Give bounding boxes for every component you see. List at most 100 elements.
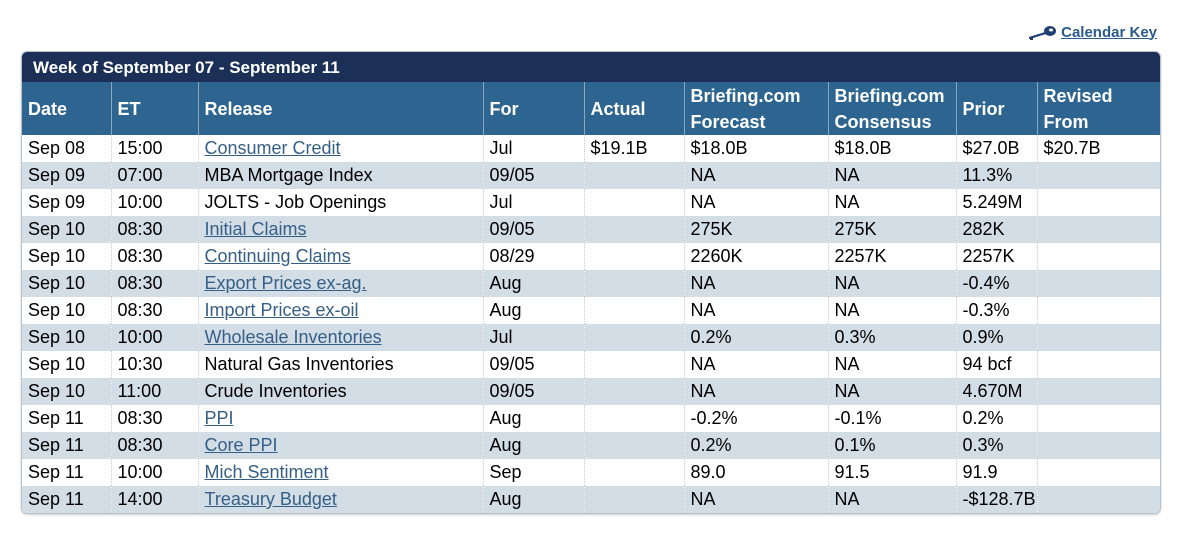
cell-et: 07:00 (111, 162, 199, 189)
cell-forecast: $18.0B (684, 135, 829, 162)
table-row: Sep 10 08:30 Continuing Claims 08/29 2260K 22… (22, 243, 1160, 270)
cell-consensus: NA (828, 297, 957, 324)
cell-actual (584, 162, 685, 189)
cell-actual: $19.1B (584, 135, 685, 162)
cell-actual (584, 243, 685, 270)
release-link[interactable]: Mich Sentiment (204, 462, 329, 482)
table-row: Sep 10 11:00 Crude Inventories 09/05 NA NA 4.6… (22, 378, 1160, 405)
calendar-key-link[interactable]: Calendar Key (1061, 23, 1157, 41)
cell-prior: -0.4% (956, 270, 1038, 297)
release-link[interactable]: Import Prices ex-oil (204, 300, 359, 320)
cell-et: 08:30 (111, 270, 199, 297)
cell-actual (584, 486, 685, 513)
cell-forecast: NA (684, 189, 829, 216)
cell-forecast: NA (684, 162, 829, 189)
cell-date: Sep 11 (22, 486, 112, 513)
cell-release: PPI (198, 405, 484, 432)
cell-consensus: 0.1% (828, 432, 957, 459)
cell-consensus: NA (828, 378, 957, 405)
release-link[interactable]: PPI (204, 408, 234, 428)
cell-revised (1037, 405, 1160, 432)
cell-release: Crude Inventories (198, 378, 484, 405)
cell-for: 08/29 (483, 243, 585, 270)
week-title: Week of September 07 - September 11 (22, 52, 1160, 82)
table-row: Sep 08 15:00 Consumer Credit Jul $19.1B $18.0… (22, 135, 1160, 162)
cell-revised (1037, 432, 1160, 459)
cell-release: Continuing Claims (198, 243, 484, 270)
cell-prior: 11.3% (956, 162, 1038, 189)
cell-for: 09/05 (483, 351, 585, 378)
release-link[interactable]: Initial Claims (204, 219, 307, 239)
release-link[interactable]: Export Prices ex-ag. (204, 273, 367, 293)
release-link[interactable]: Core PPI (204, 435, 278, 455)
cell-release: Initial Claims (198, 216, 484, 243)
table-row: Sep 11 08:30 PPI Aug -0.2% -0.1% 0.2% (22, 405, 1160, 432)
cell-date: Sep 10 (22, 216, 112, 243)
cell-release: Wholesale Inventories (198, 324, 484, 351)
cell-forecast: 2260K (684, 243, 829, 270)
cell-forecast: 0.2% (684, 324, 829, 351)
cell-release: Core PPI (198, 432, 484, 459)
cell-consensus: NA (828, 270, 957, 297)
table-row: Sep 11 14:00 Treasury Budget Aug NA NA -$128.7… (22, 486, 1160, 513)
cell-et: 11:00 (111, 378, 199, 405)
cell-forecast: 275K (684, 216, 829, 243)
cell-consensus: NA (828, 189, 957, 216)
column-header-prior: Prior (956, 82, 1038, 135)
cell-et: 08:30 (111, 297, 199, 324)
release-link[interactable]: Consumer Credit (204, 138, 341, 158)
cell-consensus: $18.0B (828, 135, 957, 162)
cell-actual (584, 270, 685, 297)
cell-release: Import Prices ex-oil (198, 297, 484, 324)
table-row: Sep 10 08:30 Export Prices ex-ag. Aug NA NA -0… (22, 270, 1160, 297)
release-link[interactable]: Continuing Claims (204, 246, 351, 266)
cell-date: Sep 10 (22, 324, 112, 351)
column-header-revised-line2: From (1043, 111, 1089, 132)
cell-release: MBA Mortgage Index (198, 162, 484, 189)
cell-forecast: 0.2% (684, 432, 829, 459)
cell-actual (584, 297, 685, 324)
cell-for: Jul (483, 135, 585, 162)
cell-date: Sep 10 (22, 270, 112, 297)
cell-for: Sep (483, 459, 585, 486)
cell-et: 08:30 (111, 405, 199, 432)
column-header-release: Release (198, 82, 484, 135)
cell-prior: 0.3% (956, 432, 1038, 459)
cell-prior: $27.0B (956, 135, 1038, 162)
cell-date: Sep 11 (22, 432, 112, 459)
release-link[interactable]: Wholesale Inventories (204, 327, 382, 347)
cell-et: 10:00 (111, 459, 199, 486)
column-header-for: For (483, 82, 585, 135)
cell-et: 15:00 (111, 135, 199, 162)
column-header-consensus: Briefing.com Consensus (828, 82, 957, 135)
column-header-et: ET (111, 82, 199, 135)
release-link[interactable]: Treasury Budget (204, 489, 337, 509)
cell-prior: 5.249M (956, 189, 1038, 216)
cell-for: 09/05 (483, 216, 585, 243)
column-header-consensus-line1: Briefing.com (834, 85, 945, 106)
column-header-consensus-line2: Consensus (834, 111, 932, 132)
table-row: Sep 10 10:00 Wholesale Inventories Jul 0.2% 0… (22, 324, 1160, 351)
cell-actual (584, 189, 685, 216)
cell-consensus: NA (828, 351, 957, 378)
cell-prior: -0.3% (956, 297, 1038, 324)
table-row: Sep 10 08:30 Initial Claims 09/05 275K 275K 28… (22, 216, 1160, 243)
column-header-forecast-line2: Forecast (690, 111, 766, 132)
cell-actual (584, 216, 685, 243)
cell-prior: 0.9% (956, 324, 1038, 351)
calendar-key[interactable]: Calendar Key (1027, 23, 1157, 41)
column-header-forecast: Briefing.com Forecast (684, 82, 829, 135)
cell-release: Treasury Budget (198, 486, 484, 513)
cell-revised (1037, 270, 1160, 297)
cell-for: 09/05 (483, 162, 585, 189)
cell-prior: -$128.7B (956, 486, 1038, 513)
cell-for: Aug (483, 432, 585, 459)
cell-et: 10:00 (111, 189, 199, 216)
cell-date: Sep 10 (22, 351, 112, 378)
cell-forecast: NA (684, 270, 829, 297)
cell-date: Sep 11 (22, 405, 112, 432)
cell-forecast: NA (684, 486, 829, 513)
cell-revised (1037, 459, 1160, 486)
cell-forecast: NA (684, 351, 829, 378)
cell-for: Aug (483, 297, 585, 324)
